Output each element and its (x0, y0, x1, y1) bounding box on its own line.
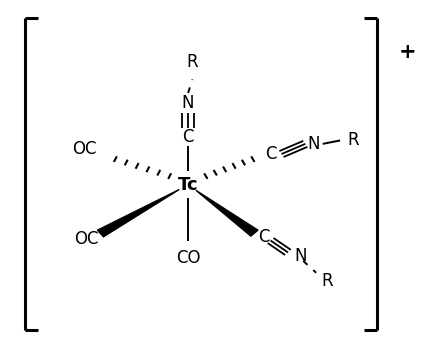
Text: R: R (321, 272, 333, 290)
Polygon shape (97, 189, 179, 237)
Text: C: C (258, 228, 270, 246)
Text: N: N (308, 135, 320, 153)
Text: R: R (187, 53, 198, 71)
Text: N: N (295, 247, 307, 265)
Text: Tc: Tc (178, 175, 198, 194)
Text: OC: OC (72, 140, 96, 158)
Text: +: + (399, 42, 416, 62)
Polygon shape (196, 190, 258, 236)
Text: CO: CO (176, 249, 200, 266)
Text: C: C (182, 128, 194, 146)
Text: N: N (182, 94, 194, 112)
Text: OC: OC (74, 230, 98, 248)
Text: R: R (347, 131, 359, 149)
Text: C: C (265, 145, 276, 163)
